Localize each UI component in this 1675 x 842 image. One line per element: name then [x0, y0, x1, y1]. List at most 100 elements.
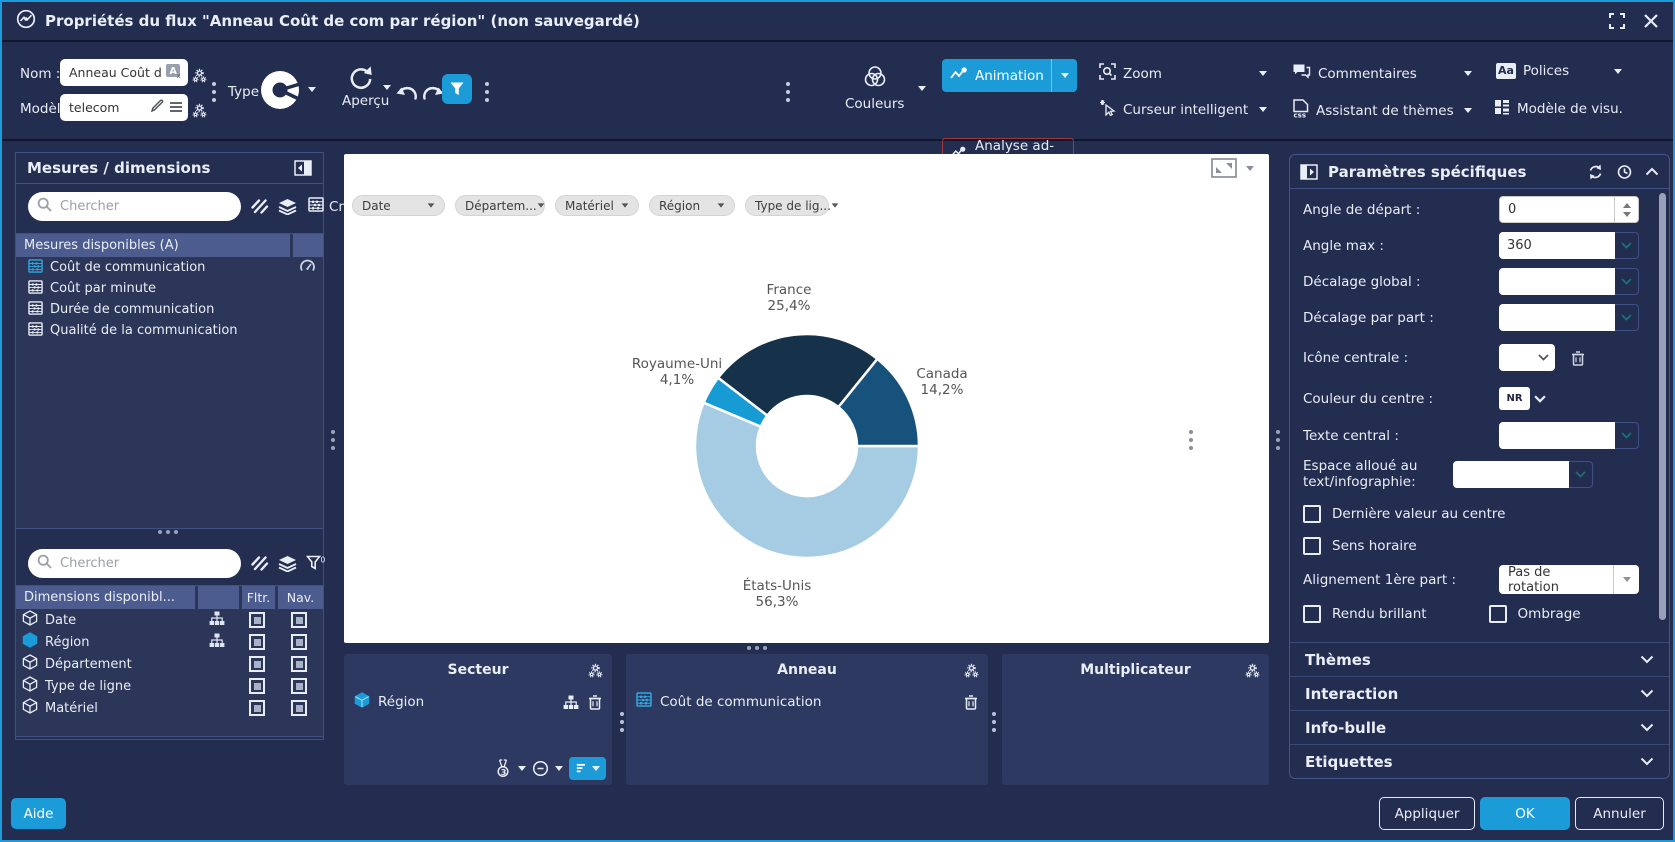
measure-item[interactable]: Durée de communication	[16, 299, 323, 320]
nav-checkbox[interactable]	[291, 634, 307, 650]
chart-type-donut-icon[interactable]	[258, 68, 302, 112]
angle-depart-spinner[interactable]: 0	[1499, 196, 1639, 223]
nav-checkbox[interactable]	[291, 678, 307, 694]
sens-horaire-checkbox[interactable]	[1303, 537, 1321, 555]
measure-item[interactable]: Coût par minute	[16, 278, 323, 299]
params-scrollbar[interactable]	[1659, 193, 1666, 620]
grouping-dropdown-arrow[interactable]	[555, 766, 563, 771]
minus-circle-icon[interactable]	[532, 760, 549, 777]
dimension-filter-pill[interactable]: Type de lig...	[745, 195, 839, 216]
center-color-swatch[interactable]: NR	[1499, 387, 1530, 410]
maximize-icon[interactable]	[1608, 12, 1626, 30]
angle-max-chevron[interactable]	[1615, 232, 1639, 259]
dimension-filter-pill[interactable]: Matériel	[555, 195, 639, 216]
modele-field[interactable]	[60, 94, 188, 121]
panel-resize-handle[interactable]	[158, 530, 162, 534]
zoom-menu-item[interactable]: Zoom	[1099, 63, 1267, 84]
accordion-section[interactable]: Thèmes	[1290, 642, 1669, 676]
bin-splitter-handle[interactable]	[992, 712, 996, 716]
icone-centrale-select[interactable]	[1499, 344, 1555, 371]
commentaires-dropdown-arrow[interactable]	[1464, 71, 1472, 76]
espace-input[interactable]	[1453, 460, 1569, 488]
donut-slice-Royaume-Uni[interactable]	[702, 376, 769, 428]
texte-central-chevron[interactable]	[1615, 422, 1639, 449]
filter-checkbox[interactable]	[249, 678, 265, 694]
history-clock-icon[interactable]	[1616, 164, 1633, 180]
donut-slice-France[interactable]	[716, 332, 879, 417]
nom-process-gears-icon[interactable]	[191, 67, 208, 84]
dimension-filter-pill[interactable]: Date	[352, 195, 445, 216]
anneau-bin[interactable]: Anneau Coût de communication	[626, 654, 988, 785]
aide-button[interactable]: Aide	[11, 798, 66, 829]
bin-splitter-handle[interactable]	[620, 712, 624, 716]
spinner-arrows[interactable]	[1614, 197, 1638, 222]
dimension-filter-pill[interactable]: Région	[649, 195, 735, 216]
couleurs-venn-icon[interactable]	[862, 64, 888, 90]
trash-icon[interactable]	[588, 694, 602, 710]
accordion-section[interactable]: Info-bulle	[1290, 710, 1669, 744]
couleurs-label[interactable]: Couleurs	[845, 96, 905, 112]
bin-settings-gears-icon[interactable]	[587, 662, 604, 679]
right-splitter-handle[interactable]	[1276, 430, 1280, 434]
modele-visu-menu-item[interactable]: Modèle de visu.	[1494, 99, 1644, 119]
dimensions-search-field[interactable]	[28, 549, 241, 578]
measure-item[interactable]: Coût de communication	[16, 257, 323, 278]
polices-dropdown-arrow[interactable]	[1614, 68, 1622, 74]
measures-search-field[interactable]	[28, 192, 241, 221]
texte-central-input[interactable]	[1499, 422, 1615, 449]
donut-slice-États-Unis[interactable]	[693, 401, 921, 560]
espace-chevron[interactable]	[1569, 460, 1593, 488]
commentaires-menu-item[interactable]: Commentaires	[1292, 63, 1472, 84]
multiplicateur-bin[interactable]: Multiplicateur	[1002, 654, 1269, 785]
left-splitter-handle[interactable]	[331, 430, 335, 434]
filter-checkbox[interactable]	[249, 612, 265, 628]
nav-checkbox[interactable]	[291, 700, 307, 716]
color-chevron-icon[interactable]	[1534, 395, 1546, 403]
hide-icon[interactable]	[250, 198, 269, 215]
measures-search-input[interactable]	[58, 198, 232, 215]
collapse-panel-icon[interactable]	[294, 160, 312, 176]
recycle-icon[interactable]	[1587, 164, 1604, 180]
curseur-dropdown-arrow[interactable]	[1259, 107, 1267, 112]
accordion-section[interactable]: Interaction	[1290, 676, 1669, 710]
filter-checkbox[interactable]	[249, 700, 265, 716]
refresh-icon[interactable]	[346, 62, 375, 91]
hide-icon[interactable]	[250, 555, 269, 572]
dimension-row[interactable]: Région	[16, 631, 323, 653]
angle-max-input[interactable]: 360	[1499, 232, 1615, 259]
polices-menu-item[interactable]: Aa Polices	[1496, 63, 1622, 79]
ok-button[interactable]: OK	[1480, 797, 1570, 830]
layers-icon[interactable]	[278, 198, 297, 215]
accordion-section[interactable]: Etiquettes	[1290, 744, 1669, 778]
top-n-medal-icon[interactable]: 3	[494, 758, 512, 779]
modele-input[interactable]	[69, 100, 146, 115]
sort-button[interactable]	[569, 757, 606, 780]
dimensions-search-input[interactable]	[58, 555, 232, 572]
nom-field[interactable]: Ax	[60, 59, 188, 86]
filter-checkbox[interactable]	[249, 634, 265, 650]
decalage-global-input[interactable]	[1499, 268, 1615, 295]
animation-dropdown-arrow[interactable]	[1051, 59, 1069, 92]
trash-icon[interactable]	[1571, 350, 1585, 366]
alignement-dropdown-arrow[interactable]	[1613, 565, 1639, 594]
type-dropdown-arrow[interactable]	[308, 87, 316, 92]
hierarchy-icon[interactable]	[209, 611, 225, 630]
dimension-row[interactable]: Date	[16, 609, 323, 631]
rendu-brillant-checkbox[interactable]	[1303, 605, 1321, 623]
animation-button[interactable]: Animation	[942, 59, 1077, 92]
bin-settings-gears-icon[interactable]	[963, 662, 980, 679]
apercu-dropdown-arrow[interactable]	[383, 85, 391, 90]
zoom-dropdown-arrow[interactable]	[1259, 71, 1267, 76]
decalage-part-chevron[interactable]	[1615, 304, 1639, 331]
nav-checkbox[interactable]	[291, 612, 307, 628]
secteur-item-row[interactable]: Région	[344, 692, 612, 712]
undo-icon[interactable]	[396, 84, 418, 101]
top-n-dropdown-arrow[interactable]	[518, 766, 526, 771]
bin-settings-gears-icon[interactable]	[1244, 662, 1261, 679]
dimension-row[interactable]: Département	[16, 653, 323, 675]
ombrage-checkbox[interactable]	[1488, 605, 1507, 623]
modele-process-gears-icon[interactable]	[191, 102, 208, 119]
secteur-bin[interactable]: Secteur Région 3	[344, 654, 612, 785]
expand-panel-icon[interactable]	[1300, 163, 1318, 180]
